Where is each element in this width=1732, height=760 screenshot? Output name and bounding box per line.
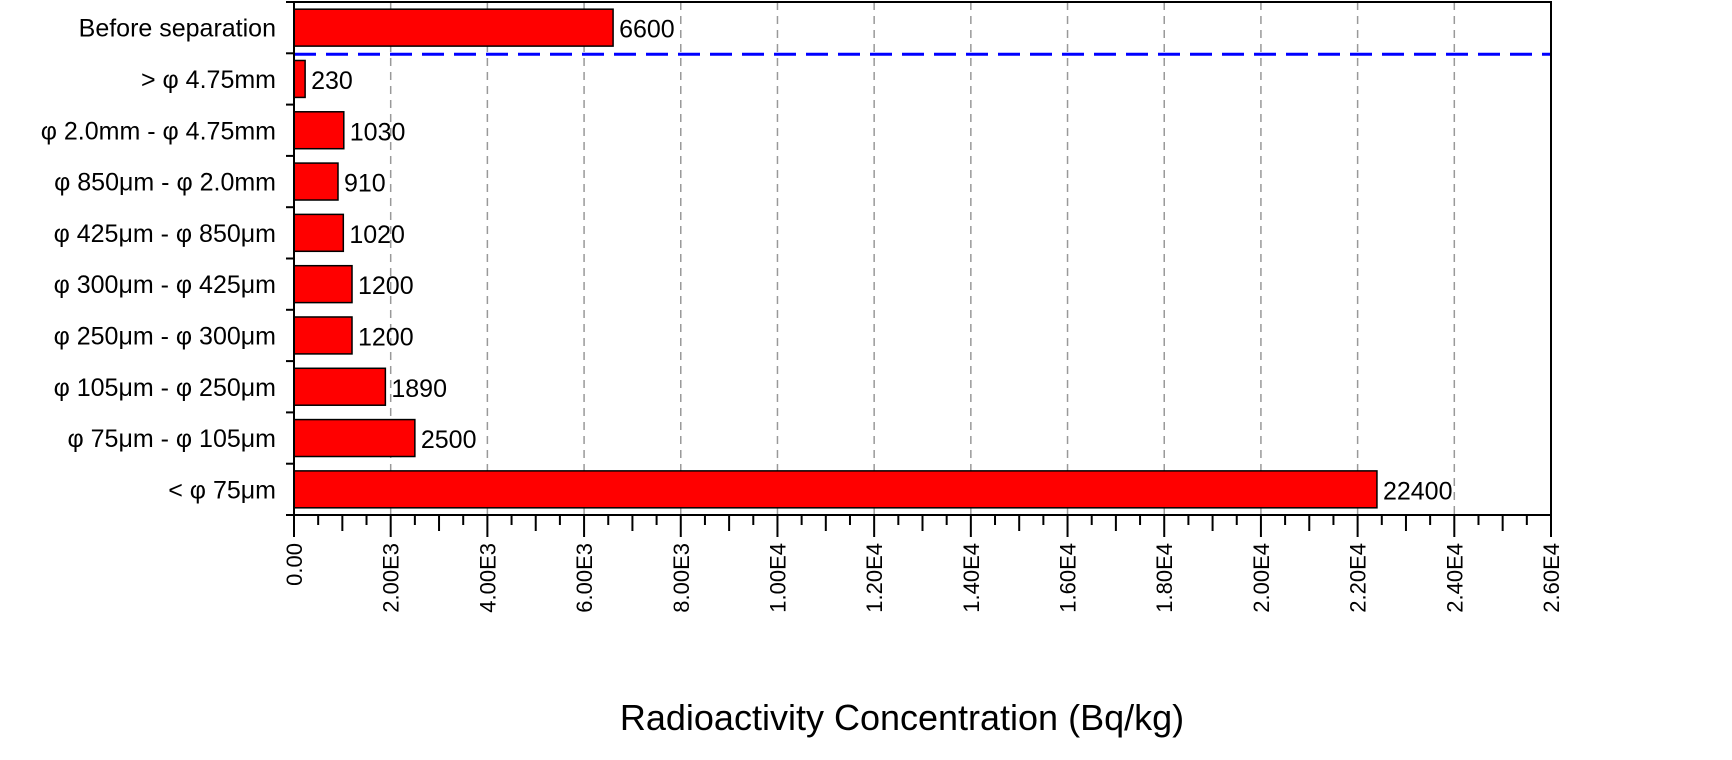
bar (293, 8, 614, 47)
plot-frame (293, 1, 1552, 516)
category-label: φ 300μm - φ 425μm (54, 271, 276, 299)
bar (293, 316, 353, 355)
bar (293, 418, 416, 458)
x-tick-label: 0.00 (282, 543, 307, 586)
data-label: 1890 (391, 375, 447, 403)
category-label: > φ 4.75mm (141, 66, 276, 94)
data-label: 2500 (421, 426, 477, 454)
x-tick-label: 2.60E4 (1539, 543, 1564, 613)
x-tick-label: 1.20E4 (862, 543, 887, 613)
data-label: 230 (311, 67, 353, 95)
x-tick-label: 4.00E3 (475, 543, 500, 613)
x-tick-label: 2.20E4 (1346, 543, 1371, 613)
bar (293, 59, 306, 99)
category-label: φ 105μm - φ 250μm (54, 374, 276, 402)
bar (293, 213, 345, 253)
x-tick-label: 6.00E3 (572, 543, 597, 613)
category-label: < φ 75μm (168, 476, 276, 504)
data-label: 910 (344, 170, 386, 198)
x-tick-label: 2.00E3 (379, 543, 404, 613)
category-label: φ 250μm - φ 300μm (54, 322, 276, 350)
bar (293, 111, 345, 150)
data-label: 22400 (1383, 477, 1453, 505)
x-tick-label: 1.00E4 (765, 543, 790, 613)
category-label: φ 75μm - φ 105μm (67, 425, 276, 453)
axis-layer: 0.00 2.00E3 4.00E3 6.00E3 8.00E3 1.00E4 1.20E4… (282, 1, 1564, 613)
data-label: 6600 (619, 16, 675, 44)
data-label: 1030 (350, 118, 406, 146)
bar (293, 470, 1378, 509)
x-axis-title: Radioactivity Concentration (Bq/kg) (620, 697, 1184, 738)
x-tick-label: 8.00E3 (669, 543, 694, 613)
bar (293, 162, 339, 201)
grid-layer (389, 2, 1456, 515)
x-tick-label: 1.40E4 (959, 543, 984, 613)
bar (293, 367, 387, 406)
data-label: 1020 (349, 221, 405, 249)
x-tick-label: 1.60E4 (1056, 543, 1081, 613)
data-label: 1200 (358, 272, 414, 300)
category-label: φ 2.0mm - φ 4.75mm (41, 117, 276, 145)
x-tick-label: 2.40E4 (1442, 543, 1467, 613)
x-tick-label: 2.00E4 (1249, 543, 1274, 613)
category-label: φ 425μm - φ 850μm (54, 220, 276, 248)
category-label: Before separation (79, 15, 276, 43)
bar (293, 264, 353, 304)
label-layer: Before separation 6600 > φ 4.75mm 230 φ 2.0m… (41, 15, 1453, 506)
category-label: φ 850μm - φ 2.0mm (54, 169, 276, 197)
x-tick-label: 1.80E4 (1152, 543, 1177, 613)
bar-layer (293, 8, 1551, 509)
data-label: 1200 (358, 323, 414, 351)
